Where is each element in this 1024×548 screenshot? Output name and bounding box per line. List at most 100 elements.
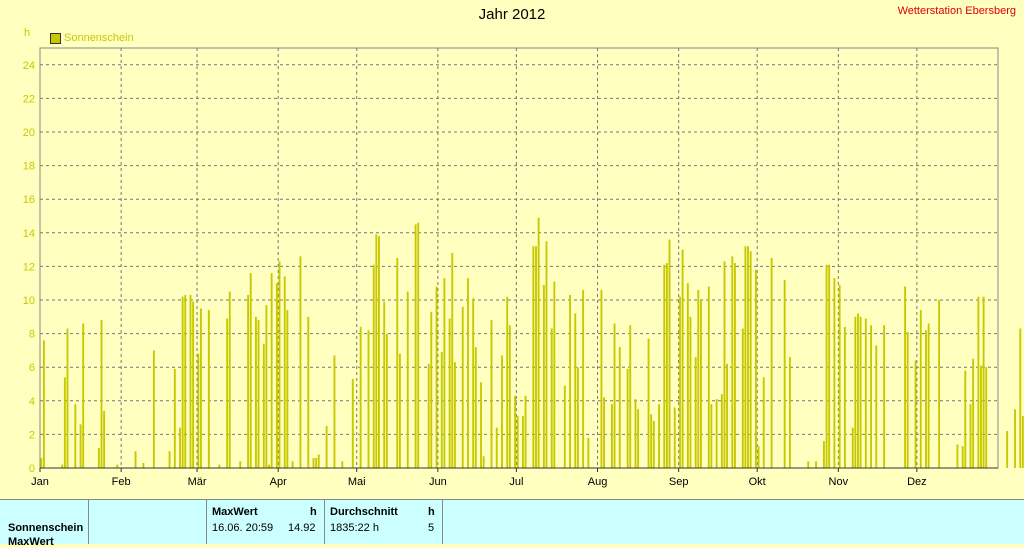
bar [726, 363, 729, 468]
bar [857, 313, 859, 468]
bar [652, 420, 655, 468]
avg-header: Durchschnitt [330, 506, 398, 518]
bar [286, 310, 289, 468]
bar [822, 441, 825, 468]
bar [545, 241, 548, 468]
bar [828, 264, 831, 468]
bar [938, 300, 941, 468]
bar [435, 286, 438, 468]
bar [278, 261, 281, 468]
bar [501, 355, 503, 468]
bar [1006, 431, 1009, 468]
bar [710, 404, 713, 468]
max-date: 16.06. 20:59 [212, 522, 274, 534]
bar [788, 357, 791, 468]
station-name: Wetterstation Ebersberg [897, 5, 1016, 17]
bar [341, 461, 344, 468]
bar [969, 404, 972, 468]
x-tick-label: Nov [829, 476, 849, 488]
bar [218, 464, 221, 468]
bar [42, 340, 45, 468]
bar [506, 296, 509, 468]
avg-unit-header: h [428, 506, 435, 518]
bar [762, 377, 765, 468]
plot-frame [39, 47, 999, 469]
bar [964, 370, 967, 468]
bar [142, 462, 145, 468]
bar [192, 301, 195, 468]
bar [74, 404, 77, 468]
bar [770, 258, 773, 468]
x-tick-label: Apr [270, 476, 287, 488]
bar [451, 252, 454, 468]
x-tick-label: Jul [509, 476, 523, 488]
bar [516, 415, 519, 468]
bar [747, 246, 749, 468]
bar [532, 246, 535, 468]
bar [521, 415, 524, 468]
table-divider [324, 500, 325, 544]
table-divider [88, 500, 89, 544]
legend-label: Sonnenschein [64, 32, 134, 44]
y-tick-label: 0 [29, 463, 35, 475]
bar [650, 414, 653, 468]
bar [610, 404, 613, 468]
bar [1019, 328, 1022, 468]
row-label-sunshine: Sonnenschein [8, 522, 84, 534]
x-tick-label: Okt [749, 476, 766, 488]
bar [1014, 409, 1016, 468]
y-tick-label: 16 [23, 194, 35, 206]
avg-value: 5 [428, 522, 435, 534]
bar [207, 310, 210, 468]
bar [744, 246, 747, 468]
x-tick-label: Aug [588, 476, 608, 488]
bar [686, 283, 689, 468]
bar [757, 446, 760, 468]
bar [663, 264, 666, 468]
x-tick-label: Mai [348, 476, 366, 488]
bar [524, 395, 527, 468]
bar [40, 457, 43, 468]
bar [859, 316, 862, 468]
legend: Sonnenschein [50, 32, 134, 44]
max-header: MaxWert [212, 506, 258, 518]
y-tick-label: 8 [29, 329, 35, 341]
avg-total: 1835:22 h [330, 522, 379, 534]
table-divider [442, 500, 443, 544]
bar [63, 377, 66, 468]
bar [378, 236, 380, 468]
bar [406, 291, 409, 468]
bar [317, 454, 320, 468]
bar [372, 264, 375, 468]
y-tick-label: 22 [23, 93, 35, 105]
bar [100, 320, 103, 468]
bar [249, 273, 252, 468]
bar [851, 427, 854, 468]
bar [359, 326, 362, 468]
bar [815, 461, 818, 468]
bar [749, 251, 752, 468]
bar [906, 331, 909, 468]
bar [490, 320, 493, 468]
bar [398, 353, 401, 468]
bar [291, 461, 294, 468]
bar [576, 367, 579, 468]
bar [333, 355, 336, 468]
bar [699, 300, 702, 468]
bar [448, 318, 451, 468]
y-tick-label: 6 [29, 362, 35, 374]
bar [634, 399, 637, 468]
bar [79, 424, 82, 468]
table-divider [206, 500, 207, 544]
bar [637, 409, 640, 468]
bar [66, 328, 69, 468]
bar [325, 426, 328, 468]
bar [707, 286, 710, 468]
bar [972, 358, 975, 468]
x-tick-label: Sep [669, 476, 689, 488]
y-axis-unit: h [24, 27, 31, 39]
bar [629, 325, 632, 468]
bar [307, 316, 310, 468]
bar [694, 357, 697, 468]
